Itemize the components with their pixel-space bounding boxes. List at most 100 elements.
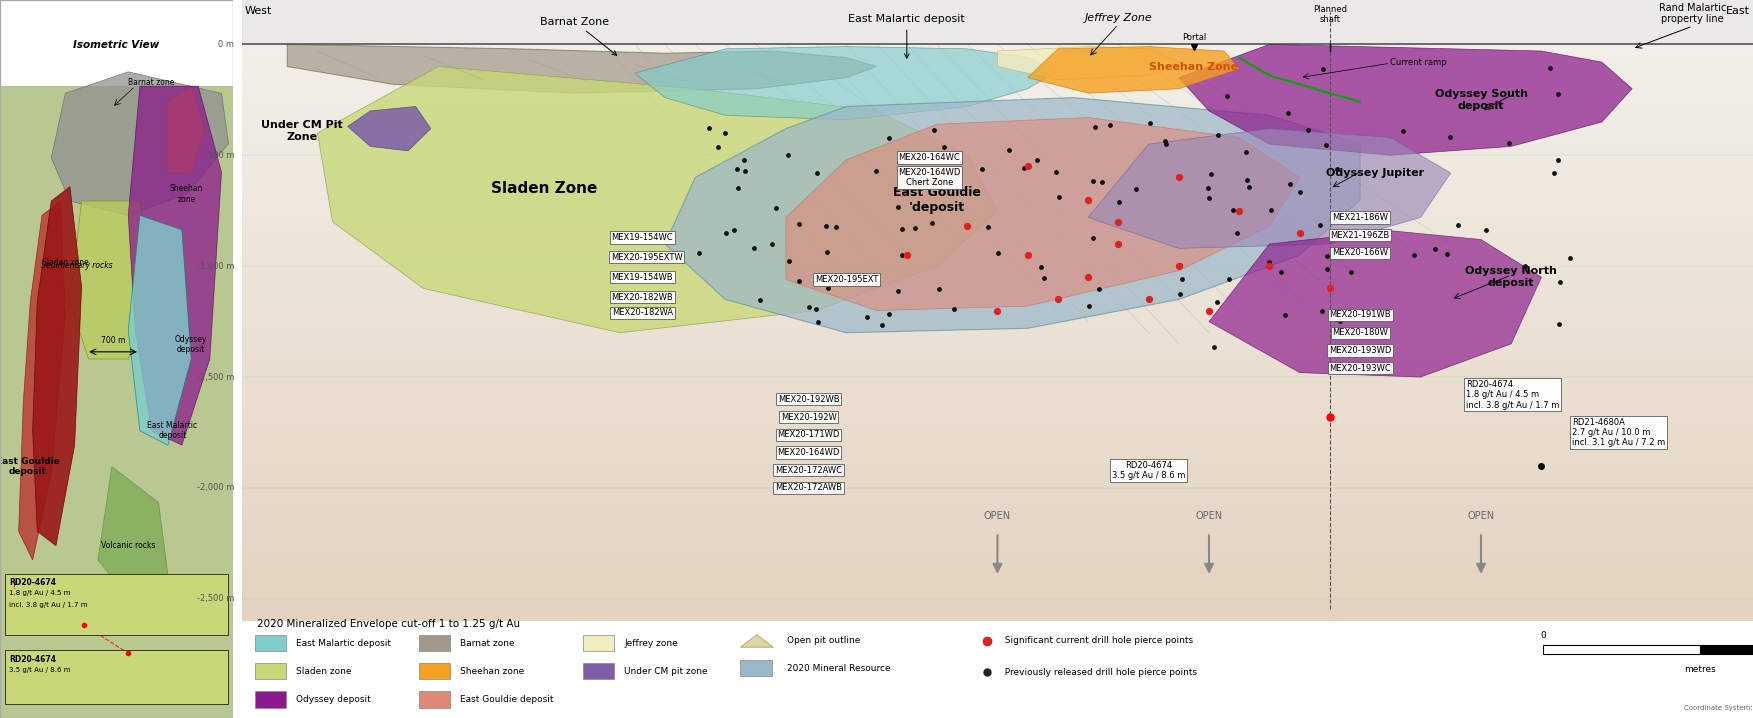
Bar <box>1700 645 1753 655</box>
Point <box>1255 256 1283 268</box>
Text: East Malartic
deposit: East Malartic deposit <box>147 421 198 441</box>
Text: RD20-4674
3.5 g/t Au / 8.6 m: RD20-4674 3.5 g/t Au / 8.6 m <box>1111 460 1185 480</box>
Point <box>1082 121 1110 133</box>
Point <box>1271 309 1299 321</box>
Text: East Malartic deposit: East Malartic deposit <box>296 638 391 648</box>
Point <box>1313 251 1341 262</box>
Point <box>1436 131 1464 143</box>
Point <box>1197 168 1225 180</box>
Text: 0 m: 0 m <box>219 40 235 49</box>
Point <box>1194 192 1222 204</box>
Text: Sedimentary rocks: Sedimentary rocks <box>40 261 112 270</box>
Point <box>1166 289 1194 300</box>
Text: ?: ? <box>12 581 18 591</box>
Point <box>996 144 1024 156</box>
Polygon shape <box>997 47 1178 80</box>
Text: 2020 Mineral Resource: 2020 Mineral Resource <box>787 663 891 673</box>
Text: Odyssey deposit: Odyssey deposit <box>296 695 372 704</box>
Text: Sheehan Zone: Sheehan Zone <box>1150 62 1238 72</box>
Point <box>785 275 813 286</box>
Point <box>1164 172 1192 183</box>
Text: Odyssey Jupiter: Odyssey Jupiter <box>1327 168 1423 178</box>
Text: Sladen zone: Sladen zone <box>296 666 352 676</box>
Text: MEX20-195EXT: MEX20-195EXT <box>815 275 878 284</box>
Point <box>1313 264 1341 275</box>
Point <box>868 320 896 331</box>
Bar <box>582 635 614 651</box>
Text: East Gouldie
deposit: East Gouldie deposit <box>0 457 60 477</box>
Point <box>1075 194 1103 205</box>
Polygon shape <box>19 201 65 560</box>
Polygon shape <box>128 86 221 445</box>
Point <box>1225 205 1253 216</box>
Text: Jeffrey zone: Jeffrey zone <box>624 638 678 648</box>
Text: MEX20-195EXTW: MEX20-195EXTW <box>612 253 682 262</box>
Point <box>1399 249 1427 261</box>
Bar <box>254 663 286 679</box>
Point <box>954 220 982 232</box>
Point <box>1473 225 1501 236</box>
Text: Odyssey
deposit: Odyssey deposit <box>175 335 207 355</box>
Point <box>803 304 831 315</box>
Point <box>1325 314 1353 326</box>
Text: 2020 Mineralized Envelope cut-off 1 to 1.25 g/t Au: 2020 Mineralized Envelope cut-off 1 to 1… <box>258 619 521 629</box>
Point <box>1255 261 1283 272</box>
Text: 0: 0 <box>1541 631 1546 640</box>
Point <box>763 202 791 214</box>
Point <box>1027 261 1055 273</box>
Point <box>1317 283 1345 294</box>
Text: RD21-4680A
2.7 g/t Au / 10.0 m
incl. 3.1 g/t Au / 7.2 m: RD21-4680A 2.7 g/t Au / 10.0 m incl. 3.1… <box>1572 418 1665 447</box>
Point <box>862 166 891 177</box>
Point <box>1544 88 1572 99</box>
Point <box>898 152 926 164</box>
Text: MEX20-182WB: MEX20-182WB <box>612 293 673 302</box>
Point <box>1166 258 1194 270</box>
Point <box>775 255 803 266</box>
Point <box>1104 216 1132 228</box>
Text: East: East <box>1727 6 1749 16</box>
Polygon shape <box>317 67 997 332</box>
Point <box>1309 63 1338 75</box>
Point <box>1274 107 1302 118</box>
Text: MEX20-182WA: MEX20-182WA <box>612 308 673 317</box>
Text: Rand Malartic
property line: Rand Malartic property line <box>1658 3 1727 24</box>
Bar <box>5 650 228 704</box>
Point <box>1213 90 1241 101</box>
Point <box>1201 341 1229 353</box>
Point <box>1311 139 1339 151</box>
Point <box>1203 296 1231 307</box>
Text: MEX20-193WD: MEX20-193WD <box>1329 346 1392 355</box>
Text: -1,000 m: -1,000 m <box>196 261 235 271</box>
Point <box>931 141 959 152</box>
Point <box>1152 139 1180 150</box>
Point <box>1546 276 1574 287</box>
Polygon shape <box>664 98 1360 332</box>
Point <box>1075 271 1103 283</box>
Text: East Malartic deposit: East Malartic deposit <box>848 14 966 58</box>
Point <box>747 294 775 305</box>
Polygon shape <box>1089 129 1451 248</box>
Text: East Gouldie
'deposit: East Gouldie 'deposit <box>892 186 982 214</box>
Bar <box>419 635 451 651</box>
Text: MEX20-171WD: MEX20-171WD <box>777 430 840 439</box>
Point <box>705 141 733 152</box>
Bar <box>0 0 233 86</box>
Point <box>1194 182 1222 194</box>
Point <box>1218 205 1246 216</box>
Point <box>1045 191 1073 202</box>
Point <box>1432 248 1460 260</box>
Point <box>1043 294 1071 305</box>
Text: Current ramp: Current ramp <box>1390 57 1446 67</box>
Text: MEX20-164WD
Chert Zone: MEX20-164WD Chert Zone <box>898 168 961 187</box>
Text: 700 m: 700 m <box>102 335 124 345</box>
Point <box>1010 162 1038 174</box>
Point <box>720 224 749 236</box>
Point <box>985 247 1013 258</box>
Text: Portal: Portal <box>1182 33 1206 42</box>
Point <box>1136 118 1164 129</box>
Point <box>898 174 926 185</box>
Text: metres: metres <box>1685 665 1716 674</box>
Point <box>1257 205 1285 216</box>
Text: Barnat zone: Barnat zone <box>461 638 515 648</box>
Text: MEX20-172AWB: MEX20-172AWB <box>775 483 841 493</box>
